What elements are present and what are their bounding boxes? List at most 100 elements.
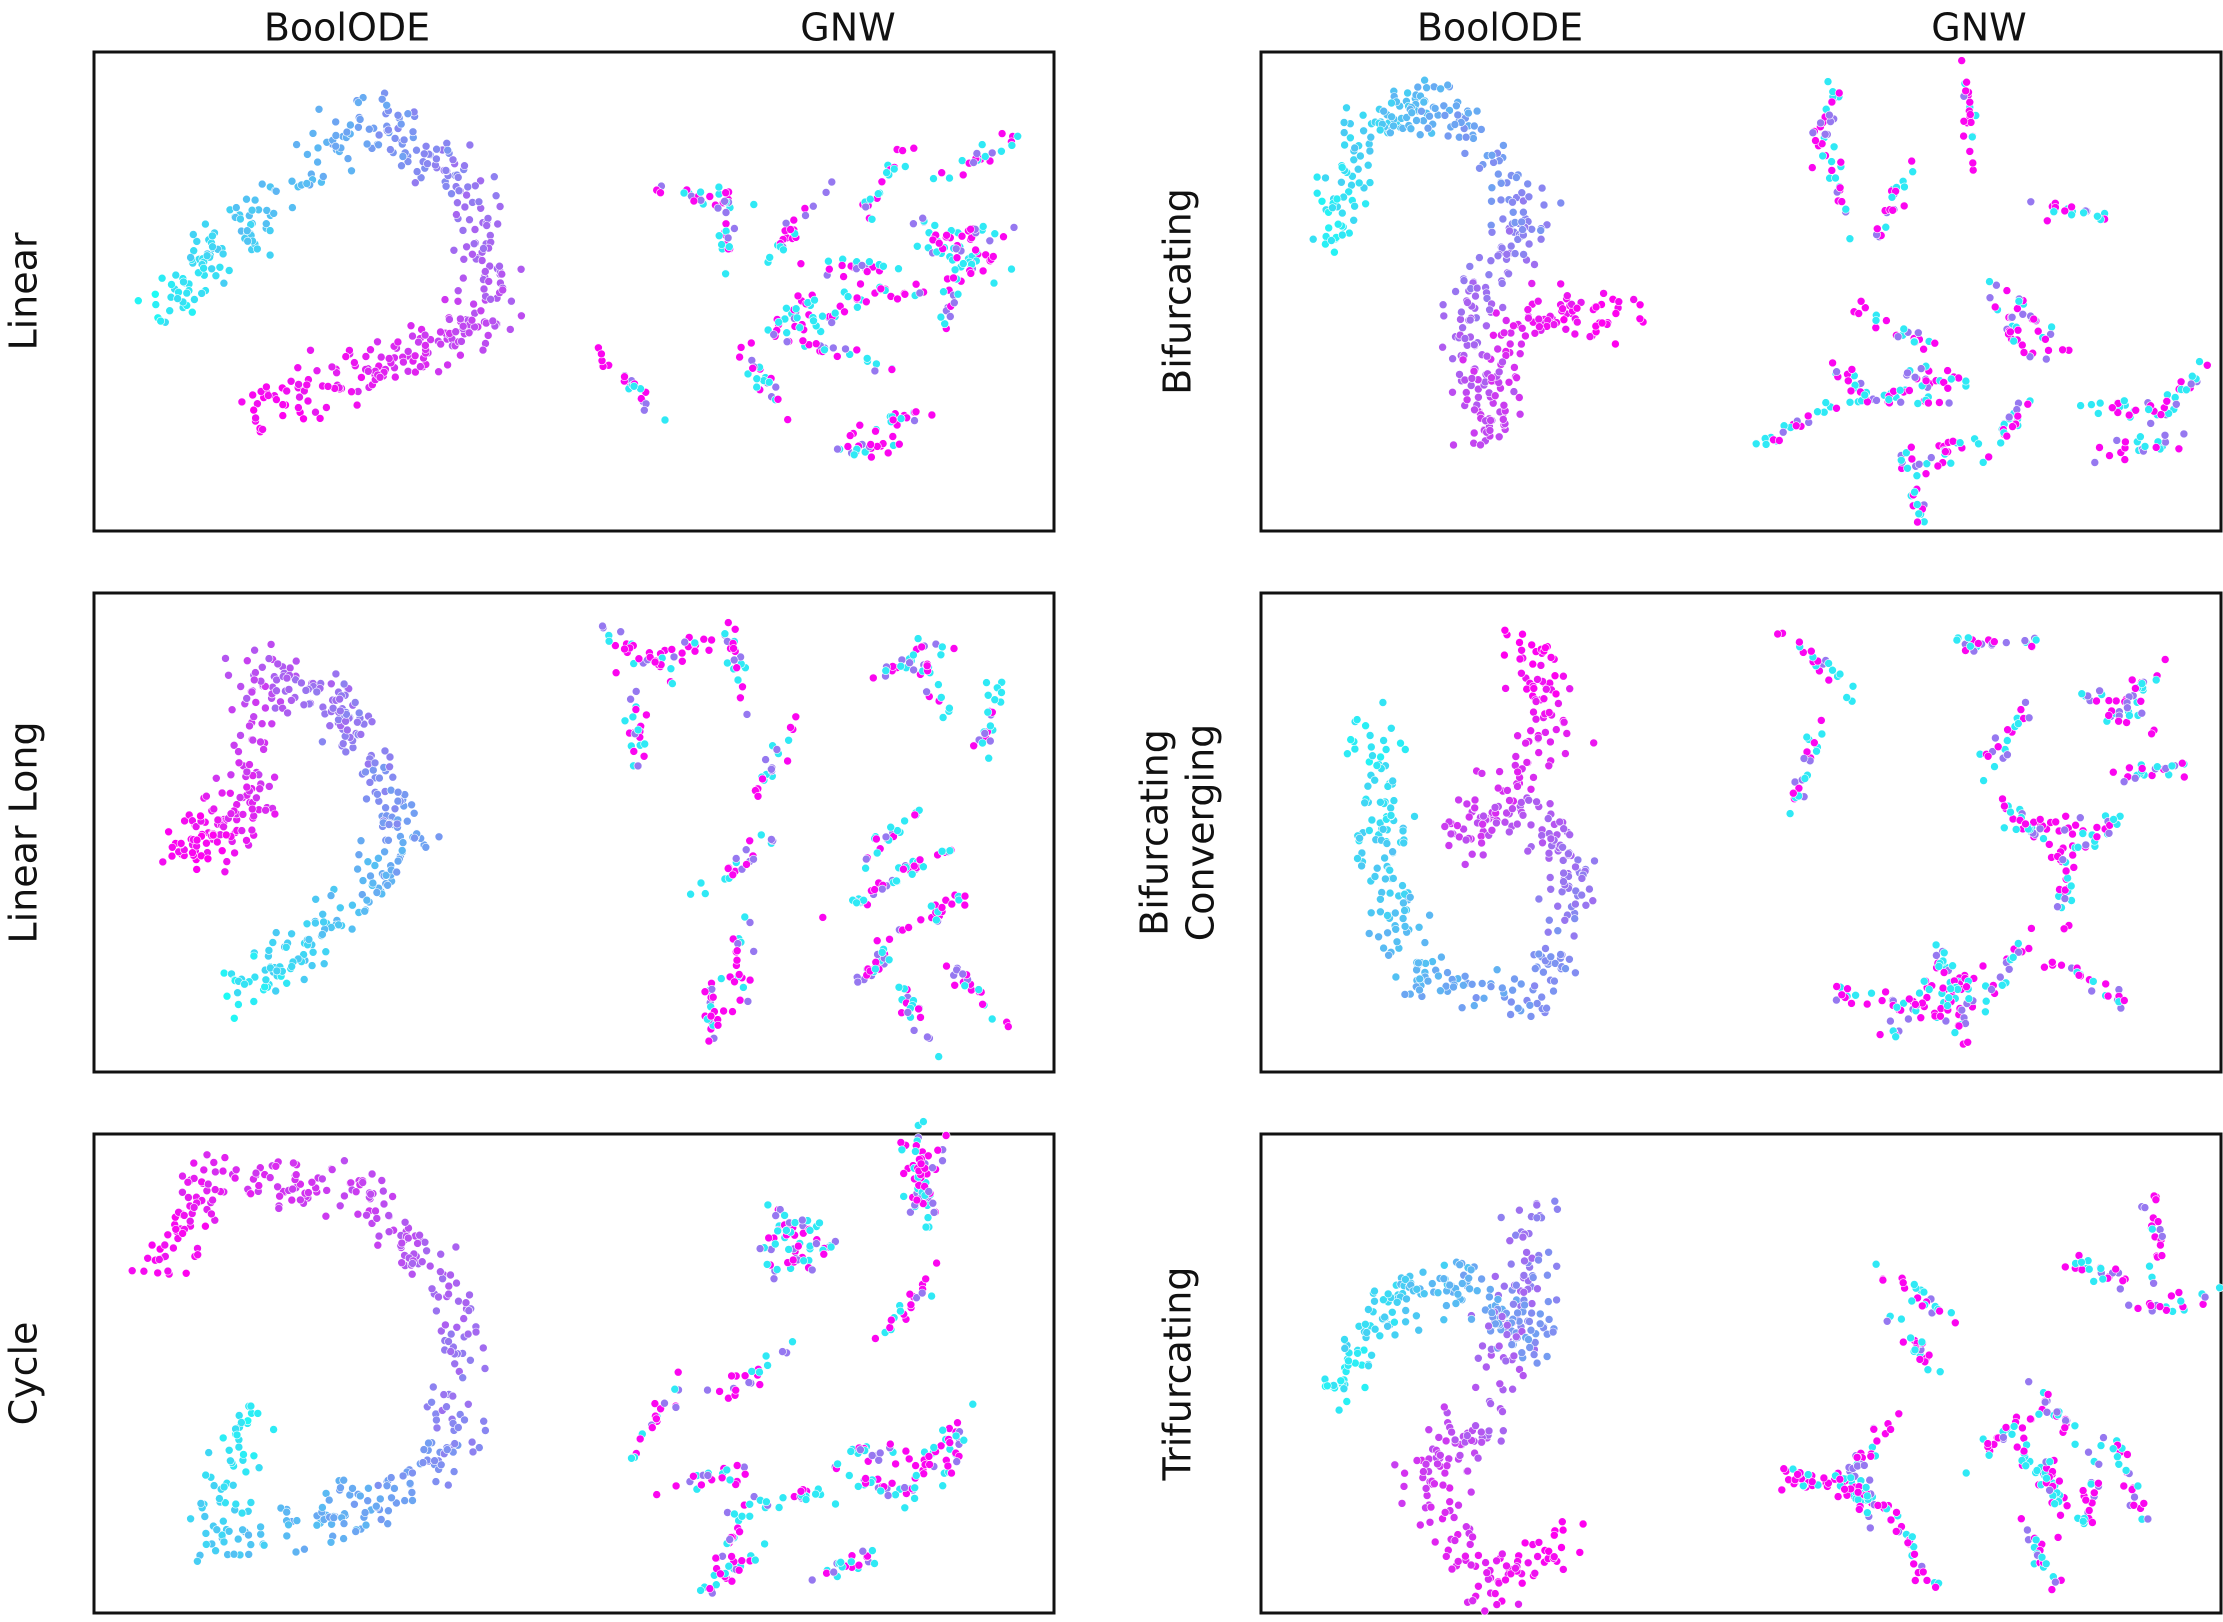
cell-point [926,1461,934,1469]
cell-point [193,836,201,844]
cell-point [234,1001,242,1009]
cell-point [245,1550,253,1558]
cell-point [1553,1296,1561,1304]
cell-point [2110,815,2118,823]
cell-point [2026,1415,2034,1423]
cell-point [1506,227,1514,235]
cell-point [1578,874,1586,882]
cell-point [1471,804,1479,812]
cell-point [1354,855,1362,863]
cell-point [201,220,209,228]
cell-point [243,227,251,235]
cell-point [274,1183,282,1191]
cell-point [1436,1451,1444,1459]
cell-point [917,1013,925,1021]
cell-point [1401,907,1409,915]
cell-point [896,1307,904,1315]
cell-point [159,858,167,866]
cell-point [1543,1271,1551,1279]
cell-point [904,1008,912,1016]
cell-point [144,1254,152,1262]
cell-point [1487,257,1495,265]
cell-point [1966,642,1974,650]
cell-point [252,414,260,422]
cell-point [1963,78,1971,86]
cell-point [309,129,317,137]
cell-point [1825,676,1833,684]
cell-point [394,857,402,865]
cell-point [1390,797,1398,805]
cell-point [484,214,492,222]
cell-point [691,647,699,655]
cell-point [597,350,605,358]
cell-point [784,416,792,424]
cell-point [283,1532,291,1540]
cell-point [1918,1302,1926,1310]
cell-point [1546,874,1554,882]
cell-point [220,1538,228,1546]
cell-point [1814,408,1822,416]
cell-point [459,274,467,282]
cell-point [2021,637,2029,645]
cell-point [1486,1285,1494,1293]
cell-point [433,145,441,153]
cell-point [1516,350,1524,358]
cell-point [1323,1382,1331,1390]
cell-point [1380,944,1388,952]
cell-point [229,1481,237,1489]
cell-point [1413,1457,1421,1465]
cell-point [1531,982,1539,990]
cell-point [1371,776,1379,784]
cell-point [1516,639,1524,647]
cell-point [1492,819,1500,827]
cell-point [225,267,233,275]
cell-point [2010,1422,2018,1430]
cell-point [853,294,861,302]
cell-point [385,821,393,829]
cell-point [2153,763,2161,771]
cell-point [2113,1453,2121,1461]
cell-point [1351,144,1359,152]
cell-point [1947,985,1955,993]
cell-point [2144,1515,2152,1523]
cell-point [399,1472,407,1480]
cell-point [2053,1408,2061,1416]
cell-point [930,175,938,183]
cell-point [888,366,896,374]
cell-point [886,935,894,943]
cell-point [1860,1461,1868,1469]
cell-point [1529,660,1537,668]
cell-point [205,1449,213,1457]
cell-point [2005,413,2013,421]
cell-point [1517,340,1525,348]
cell-point [901,290,909,298]
cell-point [2120,778,2128,786]
cell-point [1533,1201,1541,1209]
cell-point [913,242,921,250]
cell-point [1424,124,1432,132]
cell-point [222,654,230,662]
cell-point [762,756,770,764]
cell-point [2060,925,2068,933]
cell-point [1354,1349,1362,1357]
cell-point [630,382,638,390]
cell-point [270,209,278,217]
cell-point [384,881,392,889]
panel: Bifurcating [1156,52,2222,531]
cell-point [2138,680,2146,688]
cell-point [1446,1498,1454,1506]
cell-point [155,1256,163,1264]
cell-point [237,683,245,691]
cell-point [375,131,383,139]
cell-point [1514,782,1522,790]
cell-point [1498,1550,1506,1558]
cell-point [1422,959,1430,967]
cell-point [1543,1004,1551,1012]
cell-point [1829,666,1837,674]
cell-point [432,1307,440,1315]
cell-point [481,1365,489,1373]
cell-point [1496,768,1504,776]
cell-point [411,352,419,360]
cell-point [1528,1300,1536,1308]
cell-point [720,1007,728,1015]
